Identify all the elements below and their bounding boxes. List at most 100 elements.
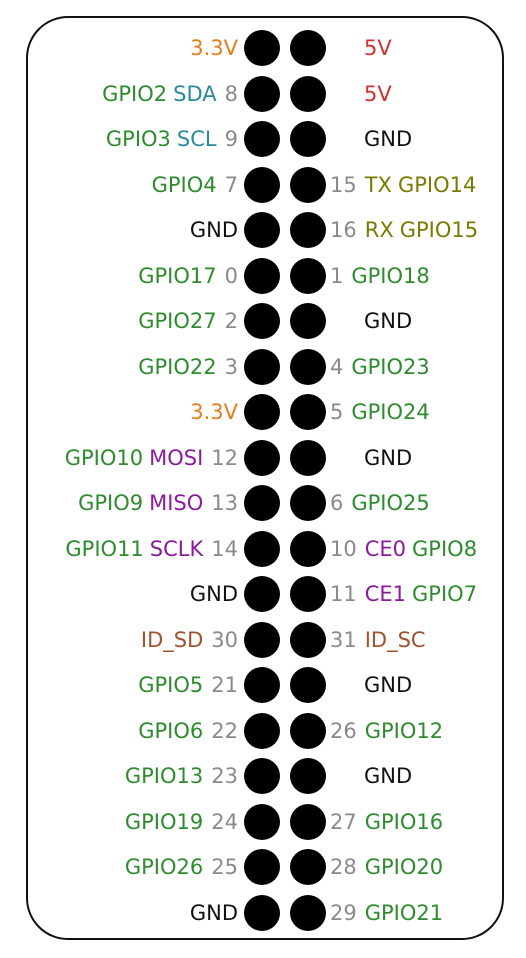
pin-dot-odd: [244, 803, 280, 840]
pin-dot-even: [290, 212, 326, 248]
pin-dot-odd: [244, 439, 280, 476]
left-label-group: GPIO4: [152, 173, 217, 197]
pin-dot-even: [290, 439, 326, 476]
pin-dot-even: [290, 303, 326, 339]
right-pin-label: 5V: [330, 28, 392, 68]
right-pin-function: TX: [364, 172, 392, 197]
pin-dot-odd: [244, 348, 280, 385]
right-pin-label: 6 GPIO25: [330, 483, 430, 523]
pin-row: GPIO10 MOSI 12 GND: [0, 438, 526, 478]
pin-dot-even: [290, 849, 326, 885]
right-wiringpi-number: 26: [330, 718, 357, 743]
pin-row: GPIO27 2 GND: [0, 301, 526, 341]
right-pin-name: ID_SC: [364, 627, 426, 652]
right-pin-name: GPIO21: [364, 900, 444, 925]
left-pin-name: GPIO19: [124, 809, 204, 834]
pin-dot-odd: [244, 257, 280, 294]
left-pin-name: GPIO10: [64, 445, 144, 470]
left-pin-name: 3.3V: [190, 400, 238, 424]
pin-dot-odd: [244, 894, 280, 931]
pin-row: GND 16 RX GPIO15: [0, 210, 526, 250]
right-pin-name: GND: [364, 445, 413, 470]
pin-dot-even: [290, 30, 326, 66]
right-pin-label: 10 CE0 GPIO8: [330, 529, 477, 569]
left-pin-label: GPIO4 7: [152, 165, 238, 205]
pin-row: GPIO11 SCLK 14 10 CE0 GPIO8: [0, 529, 526, 569]
left-label-group: GPIO5: [138, 673, 203, 697]
right-pin-label: 5V: [330, 74, 392, 114]
left-pin-label: GPIO19 24: [125, 802, 238, 842]
right-pin-label: 16 RX GPIO15: [330, 210, 478, 250]
pin-row: GPIO6 22 26 GPIO12: [0, 711, 526, 751]
left-label-group: GPIO11 SCLK: [65, 537, 203, 561]
left-pin-label: GPIO22 3: [138, 347, 238, 387]
left-wiringpi-number: 23: [211, 764, 238, 788]
pin-row: GPIO2 SDA 8 5V: [0, 74, 526, 114]
left-pin-name: GPIO5: [138, 673, 204, 697]
pin-dot-even: [290, 348, 326, 385]
right-pin-label: GND: [330, 119, 412, 159]
left-pin-label: GND: [190, 893, 238, 933]
left-wiringpi-number: 24: [211, 809, 238, 834]
left-pin-label: GPIO9 MISO 13: [78, 483, 238, 523]
left-label-group: GPIO22: [138, 355, 216, 379]
pin-row: GPIO17 0 1 GPIO18: [0, 256, 526, 296]
right-pin-name: GPIO16: [364, 809, 444, 834]
left-label-group: GPIO2 SDA: [102, 82, 217, 106]
pin-row: GND 11 CE1 GPIO7: [0, 574, 526, 614]
right-pin-function: CE0: [364, 536, 407, 561]
right-pin-label: 27 GPIO16: [330, 802, 443, 842]
right-pin-label: 5 GPIO24: [330, 392, 430, 432]
pin-dot-even: [290, 894, 326, 931]
left-label-group: GND: [190, 901, 238, 925]
right-wiringpi-number: 28: [330, 855, 357, 879]
right-label-group: GPIO16: [365, 810, 443, 834]
right-label-group: GPIO24: [351, 400, 429, 424]
left-label-group: GPIO17: [138, 264, 216, 288]
left-pin-label: GPIO27 2: [138, 301, 238, 341]
right-wiringpi-number: 31: [330, 627, 357, 652]
left-pin-function: SCL: [176, 127, 217, 151]
right-pin-label: 26 GPIO12: [330, 711, 443, 751]
left-pin-name: GND: [189, 582, 238, 606]
right-pin-name: GPIO14: [397, 172, 477, 197]
right-label-group: GPIO20: [365, 855, 443, 879]
left-wiringpi-number: 22: [211, 718, 238, 743]
pin-dot-even: [290, 803, 326, 840]
pin-row: GPIO22 3 4 GPIO23: [0, 347, 526, 387]
right-label-group: 5V: [364, 82, 392, 106]
pin-row: GPIO4 7 15 TX GPIO14: [0, 165, 526, 205]
pin-dot-even: [290, 758, 326, 794]
right-label-group: GPIO12: [365, 719, 443, 743]
right-pin-name: 5V: [364, 81, 392, 106]
left-wiringpi-number: 30: [211, 627, 238, 652]
left-label-group: GPIO9 MISO: [78, 491, 203, 515]
right-pin-name: GND: [364, 309, 413, 333]
left-wiringpi-number: 7: [224, 172, 238, 197]
left-pin-name: GPIO3: [105, 127, 171, 151]
right-wiringpi-number: 6: [330, 491, 344, 515]
left-pin-label: GND: [190, 210, 238, 250]
right-pin-name: GPIO25: [351, 491, 430, 515]
pin-row: 3.3V 5V: [0, 28, 526, 68]
pin-dot-even: [290, 576, 326, 612]
pin-dot-odd: [244, 303, 280, 339]
left-pin-label: GPIO2 SDA 8: [102, 74, 238, 114]
right-label-group: GPIO21: [365, 901, 443, 925]
right-pin-label: 15 TX GPIO14: [330, 165, 476, 205]
left-wiringpi-number: 0: [224, 263, 238, 288]
pin-row: GPIO13 23 GND: [0, 756, 526, 796]
right-pin-label: GND: [330, 301, 412, 341]
right-pin-label: GND: [330, 665, 412, 705]
left-pin-label: GPIO10 MOSI 12: [65, 438, 238, 478]
right-pin-label: 1 GPIO18: [330, 256, 430, 296]
left-label-group: GND: [190, 582, 238, 606]
left-wiringpi-number: 9: [224, 127, 238, 151]
pin-row: GPIO19 24 27 GPIO16: [0, 802, 526, 842]
pin-row: ID_SD 30 31 ID_SC: [0, 620, 526, 660]
left-pin-name: GPIO6: [138, 718, 204, 743]
left-pin-label: GPIO17 0: [138, 256, 238, 296]
pin-row: GPIO3 SCL 9 GND: [0, 119, 526, 159]
left-pin-name: GPIO26: [124, 855, 204, 879]
left-pin-name: ID_SD: [140, 627, 204, 652]
